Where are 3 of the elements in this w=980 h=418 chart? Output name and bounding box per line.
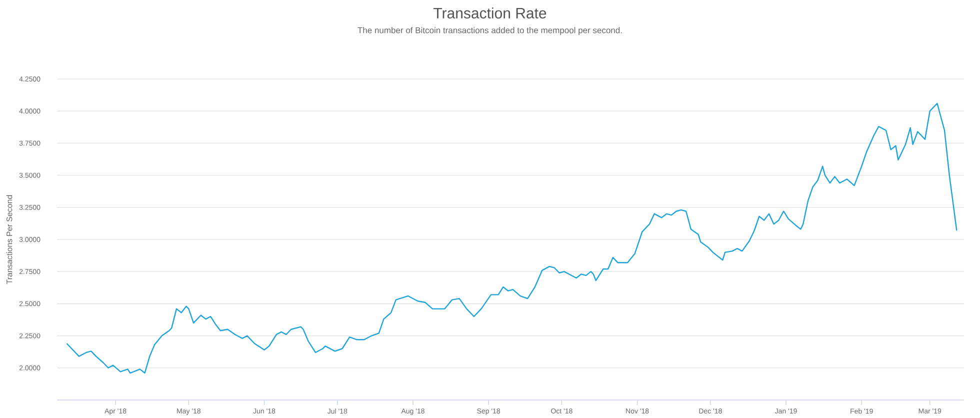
chart-title: Transaction Rate (434, 7, 546, 18)
chart-subtitle: The number of Bitcoin transactions added to the mempool per second. (358, 26, 622, 35)
y-axis-title: Transactions Per Second (6, 195, 12, 284)
